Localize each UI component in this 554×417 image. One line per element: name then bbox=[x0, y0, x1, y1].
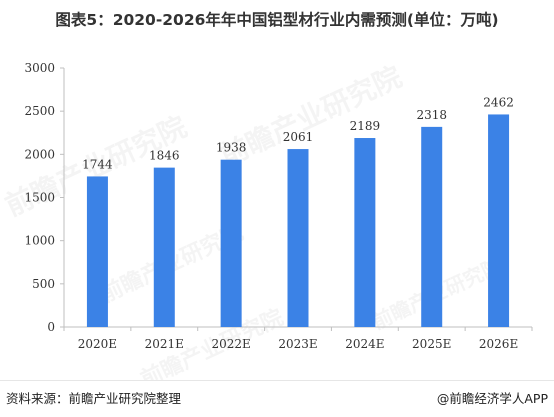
bar bbox=[287, 149, 309, 327]
y-tick-label: 2000 bbox=[24, 147, 55, 161]
y-tick-label: 3000 bbox=[24, 61, 55, 75]
y-tick-label: 2500 bbox=[24, 104, 55, 118]
data-label: 1938 bbox=[216, 141, 247, 155]
x-tick-label: 2023E bbox=[278, 337, 317, 351]
data-label: 1846 bbox=[149, 149, 180, 163]
x-tick-label: 2021E bbox=[145, 337, 184, 351]
data-label: 1744 bbox=[82, 157, 113, 171]
data-label: 2318 bbox=[416, 108, 447, 122]
bar-chart: 前瞻产业研究院前瞻产业研究院前瞻产业研究院前瞻产业研究院前瞻产业研究院 0500… bbox=[0, 60, 533, 380]
x-tick-label: 2026E bbox=[479, 337, 518, 351]
y-tick-label: 1500 bbox=[24, 191, 55, 205]
bar bbox=[488, 114, 510, 328]
source-note: 资料来源：前瞻产业研究院整理 bbox=[6, 391, 182, 406]
chart-title: 图表5：2020-2026年年中国铝型材行业内需预测(单位：万吨) bbox=[55, 11, 499, 29]
bar bbox=[153, 167, 175, 327]
watermark-text: 前瞻产业研究院 bbox=[215, 60, 407, 173]
y-tick-label: 1000 bbox=[24, 234, 55, 248]
data-label: 2189 bbox=[350, 119, 381, 133]
x-tick-label: 2024E bbox=[345, 337, 384, 351]
data-label: 2061 bbox=[283, 130, 314, 144]
x-tick-label: 2022E bbox=[211, 337, 250, 351]
y-tick-label: 0 bbox=[47, 320, 55, 334]
bar bbox=[220, 159, 242, 327]
credit-note: @前瞻经济学人APP bbox=[436, 391, 548, 406]
bar bbox=[421, 126, 443, 327]
x-tick-label: 2025E bbox=[412, 337, 451, 351]
bar bbox=[354, 138, 376, 327]
data-label: 2462 bbox=[483, 95, 514, 109]
footer-divider bbox=[0, 380, 554, 381]
bar bbox=[86, 176, 108, 327]
bar-series bbox=[86, 114, 510, 328]
x-tick-label: 2020E bbox=[78, 337, 117, 351]
label-layer: 1744 2020E 1846 2021E 1938 2022E 2061 2023E 2189… bbox=[78, 95, 518, 351]
y-tick-label: 500 bbox=[32, 277, 55, 291]
